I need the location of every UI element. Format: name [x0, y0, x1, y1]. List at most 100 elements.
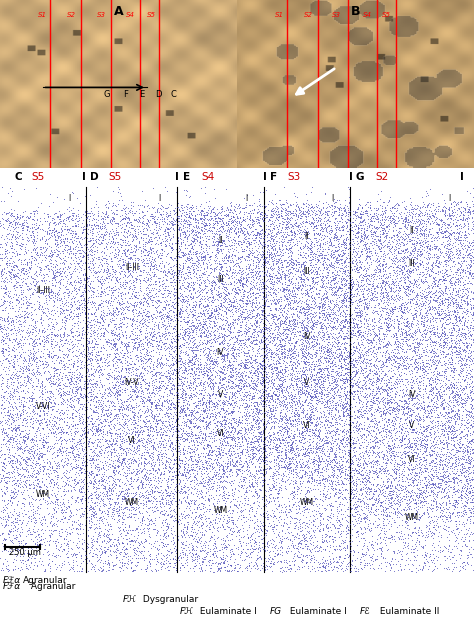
Point [180, 250, 188, 260]
Point [282, 365, 289, 375]
Point [326, 472, 333, 482]
Point [395, 472, 403, 481]
Point [176, 444, 183, 454]
Point [187, 323, 194, 333]
Point [222, 253, 229, 263]
Point [428, 270, 435, 280]
Point [312, 451, 319, 460]
Point [120, 282, 128, 292]
Point [297, 462, 304, 472]
Point [245, 334, 252, 344]
Point [109, 415, 116, 425]
Point [270, 482, 277, 492]
Point [303, 365, 310, 375]
Point [103, 544, 110, 554]
Point [327, 344, 335, 353]
Point [422, 439, 429, 449]
Point [110, 214, 118, 224]
Point [434, 218, 441, 228]
Point [241, 279, 249, 289]
Point [205, 270, 213, 280]
Point [424, 406, 432, 416]
Point [286, 519, 293, 528]
Point [356, 418, 363, 428]
Point [191, 300, 198, 310]
Point [394, 240, 401, 250]
Point [189, 468, 197, 478]
Point [276, 396, 284, 405]
Point [453, 309, 460, 319]
Point [142, 258, 150, 268]
Point [29, 370, 36, 380]
Point [391, 467, 398, 476]
Point [114, 454, 122, 464]
Point [345, 207, 353, 217]
Point [361, 264, 368, 274]
Point [217, 261, 225, 271]
Point [199, 319, 206, 329]
Point [129, 197, 137, 207]
Point [198, 565, 206, 575]
Point [330, 287, 338, 297]
Point [310, 454, 318, 464]
Point [157, 353, 165, 363]
Point [320, 409, 328, 419]
Point [192, 345, 200, 355]
Point [86, 256, 94, 266]
Point [330, 491, 337, 501]
Point [286, 478, 294, 488]
Point [344, 542, 351, 552]
Point [310, 414, 318, 424]
Point [443, 248, 450, 258]
Point [18, 392, 26, 402]
Point [255, 341, 263, 351]
Point [123, 364, 130, 374]
Point [217, 376, 224, 386]
Point [75, 353, 82, 363]
Point [102, 400, 109, 410]
Point [185, 211, 193, 221]
Point [120, 420, 128, 430]
Point [372, 395, 380, 405]
Point [383, 504, 390, 514]
Point [265, 252, 273, 261]
Point [352, 463, 359, 473]
Point [207, 395, 215, 405]
Point [91, 491, 99, 501]
Point [213, 480, 221, 489]
Point [2, 468, 10, 478]
Point [172, 298, 179, 308]
Point [354, 262, 361, 272]
Point [70, 452, 78, 462]
Point [384, 322, 392, 332]
Point [282, 445, 289, 455]
Point [91, 334, 99, 344]
Point [396, 276, 404, 286]
Point [38, 557, 46, 567]
Point [438, 313, 446, 323]
Point [15, 397, 22, 407]
Point [228, 396, 236, 405]
Point [393, 426, 401, 436]
Point [395, 295, 402, 305]
Point [152, 211, 159, 221]
Point [396, 263, 403, 273]
Point [292, 374, 300, 384]
Point [186, 499, 193, 509]
Point [382, 326, 390, 336]
Point [52, 536, 60, 546]
Point [32, 267, 40, 277]
Point [91, 448, 99, 458]
Point [392, 404, 399, 414]
Point [162, 328, 169, 337]
Point [212, 378, 219, 388]
Point [278, 206, 285, 216]
Point [181, 435, 189, 445]
Point [65, 413, 73, 423]
Point [37, 352, 45, 362]
Point [138, 546, 146, 556]
Point [337, 286, 345, 296]
Point [61, 378, 68, 388]
Point [118, 205, 125, 214]
Point [463, 250, 471, 260]
